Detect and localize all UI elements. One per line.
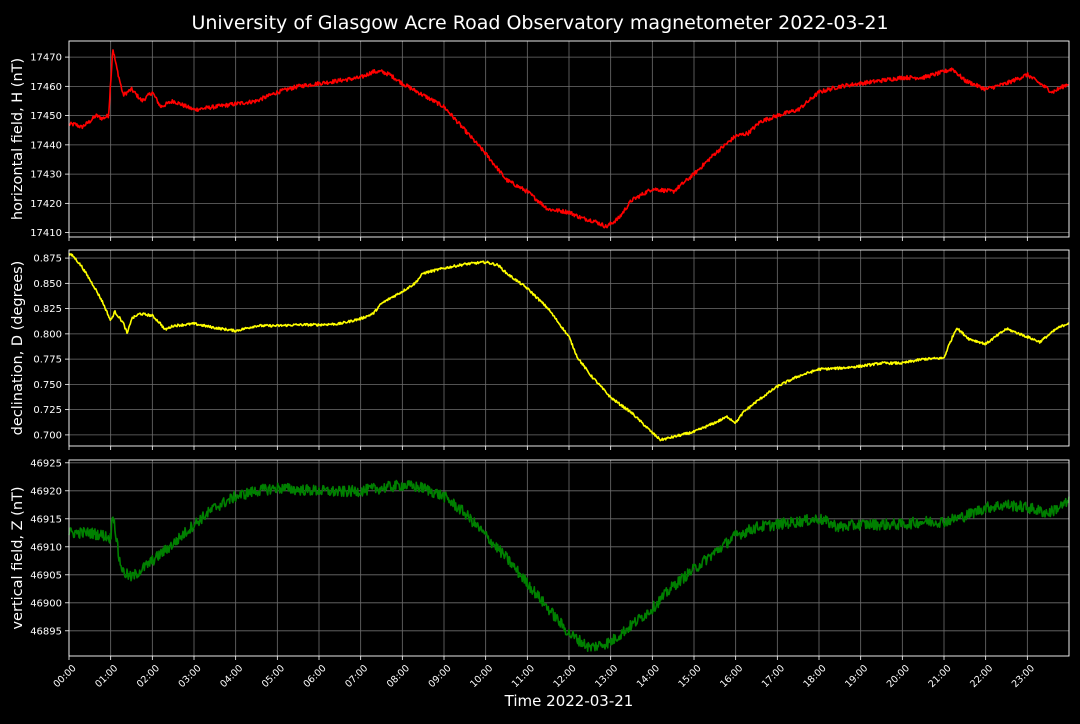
y-axis-label: vertical field, Z (nT) [10,486,26,629]
y-tick-label: 17460 [30,82,62,93]
y-tick-label: 46925 [30,458,62,469]
chart-title: University of Glasgow Acre Road Observat… [191,12,888,34]
x-axis-label: Time 2022-03-21 [504,692,634,710]
y-tick-label: 17410 [30,228,62,239]
series-line-h [68,49,1070,229]
y-tick-label: 46895 [30,626,62,637]
y-tick-label: 17430 [30,170,62,181]
y-tick-label: 0.875 [33,254,62,265]
y-tick-label: 46915 [30,514,62,525]
y-tick-label: 46905 [30,570,62,581]
y-tick-label: 46920 [30,486,62,497]
y-tick-label: 0.800 [33,329,62,340]
y-axis-label: declination, D (degrees) [10,261,26,436]
panel-z: 46895 46900 46905 46910 46915 46920 46925 verti… [10,458,1070,660]
y-tick-label: 46910 [30,542,62,553]
series-line-d [68,253,1070,442]
panels: 17410 17420 17430 17440 17450 17460 17470 horiz… [10,40,1070,690]
y-tick-label: 0.850 [33,279,62,290]
y-tick-label: 0.775 [33,355,62,366]
panel-h: 17410 17420 17430 17440 17450 17460 17470 horiz… [10,40,1070,241]
y-tick-label: 17470 [30,53,62,64]
y-tick-label: 17420 [30,199,62,210]
y-tick-label: 17440 [30,140,62,151]
y-tick-label: 0.825 [33,304,62,315]
y-tick-label: 17450 [30,111,62,122]
y-tick-label: 0.700 [33,430,62,441]
y-tick-label: 0.725 [33,405,62,416]
y-tick-label: 46900 [30,598,62,609]
series-line-z [68,479,1070,653]
panel-d: 0.700 0.725 0.750 0.775 0.800 0.825 0.850 0.875… [10,249,1070,450]
y-tick-label: 0.750 [33,380,62,391]
y-axis-label: horizontal field, H (nT) [10,58,26,220]
